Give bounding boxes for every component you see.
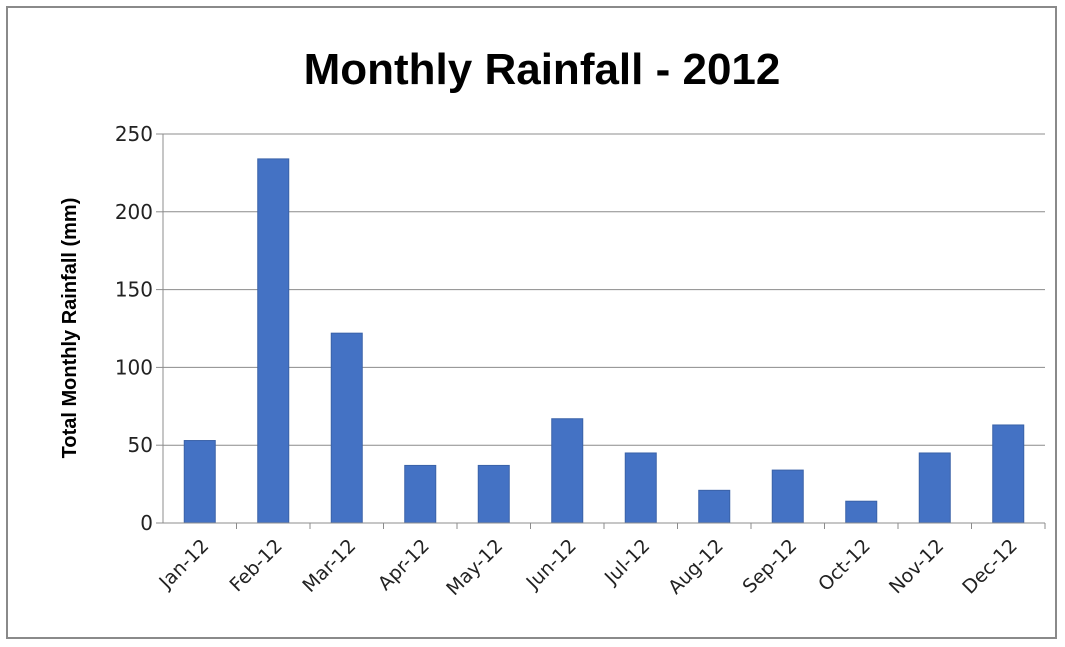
x-tick-label: Apr-12 bbox=[374, 535, 434, 595]
bar-jul-12 bbox=[624, 452, 657, 524]
bar-dec-12 bbox=[992, 424, 1025, 524]
bar-feb-12 bbox=[257, 158, 290, 524]
y-tick-labels: 0 50 100 150 200 250 bbox=[115, 122, 153, 535]
bar-nov-12 bbox=[918, 452, 951, 524]
x-tick-label: Oct-12 bbox=[814, 535, 875, 596]
x-tick-label: Jan-12 bbox=[154, 535, 213, 594]
bar-sep-12 bbox=[771, 469, 804, 524]
bar-jun-12 bbox=[551, 418, 584, 524]
bar-apr-12 bbox=[404, 464, 437, 524]
x-tick-label: Jun-12 bbox=[522, 535, 581, 594]
x-tick-label: Nov-12 bbox=[885, 535, 948, 598]
axes bbox=[162, 134, 1046, 529]
bar-may-12 bbox=[477, 464, 510, 524]
y-tick-label: 200 bbox=[115, 200, 153, 224]
chart-frame bbox=[6, 6, 1057, 639]
y-tick-label: 150 bbox=[115, 278, 153, 302]
x-tick-label: Mar-12 bbox=[298, 535, 360, 597]
x-tick-label: Sep-12 bbox=[738, 535, 801, 598]
x-tick-label: Jul-12 bbox=[600, 535, 654, 589]
y-tick-label: 100 bbox=[115, 355, 153, 379]
bar-mar-12 bbox=[330, 332, 363, 524]
bar-oct-12 bbox=[845, 500, 878, 524]
x-tick-label: Aug-12 bbox=[664, 535, 728, 599]
x-tick-labels: Jan-12 Feb-12 Mar-12 Apr-12 May-12 Jun-12 Jul-… bbox=[154, 535, 1021, 600]
bars bbox=[183, 158, 1025, 524]
bar-aug-12 bbox=[698, 489, 731, 524]
y-axis-label: Total Monthly Rainfall (mm) bbox=[59, 198, 81, 459]
bar-jan-12 bbox=[183, 440, 216, 524]
y-tick-label: 50 bbox=[128, 433, 153, 457]
chart-title: Monthly Rainfall - 2012 bbox=[304, 45, 781, 94]
x-tick-label: May-12 bbox=[442, 535, 507, 600]
y-tick-label: 250 bbox=[115, 122, 153, 146]
x-tick-label: Feb-12 bbox=[225, 535, 286, 596]
x-tick-label: Dec-12 bbox=[958, 535, 1022, 599]
gridlines bbox=[156, 133, 1045, 524]
y-tick-label: 0 bbox=[140, 511, 153, 535]
